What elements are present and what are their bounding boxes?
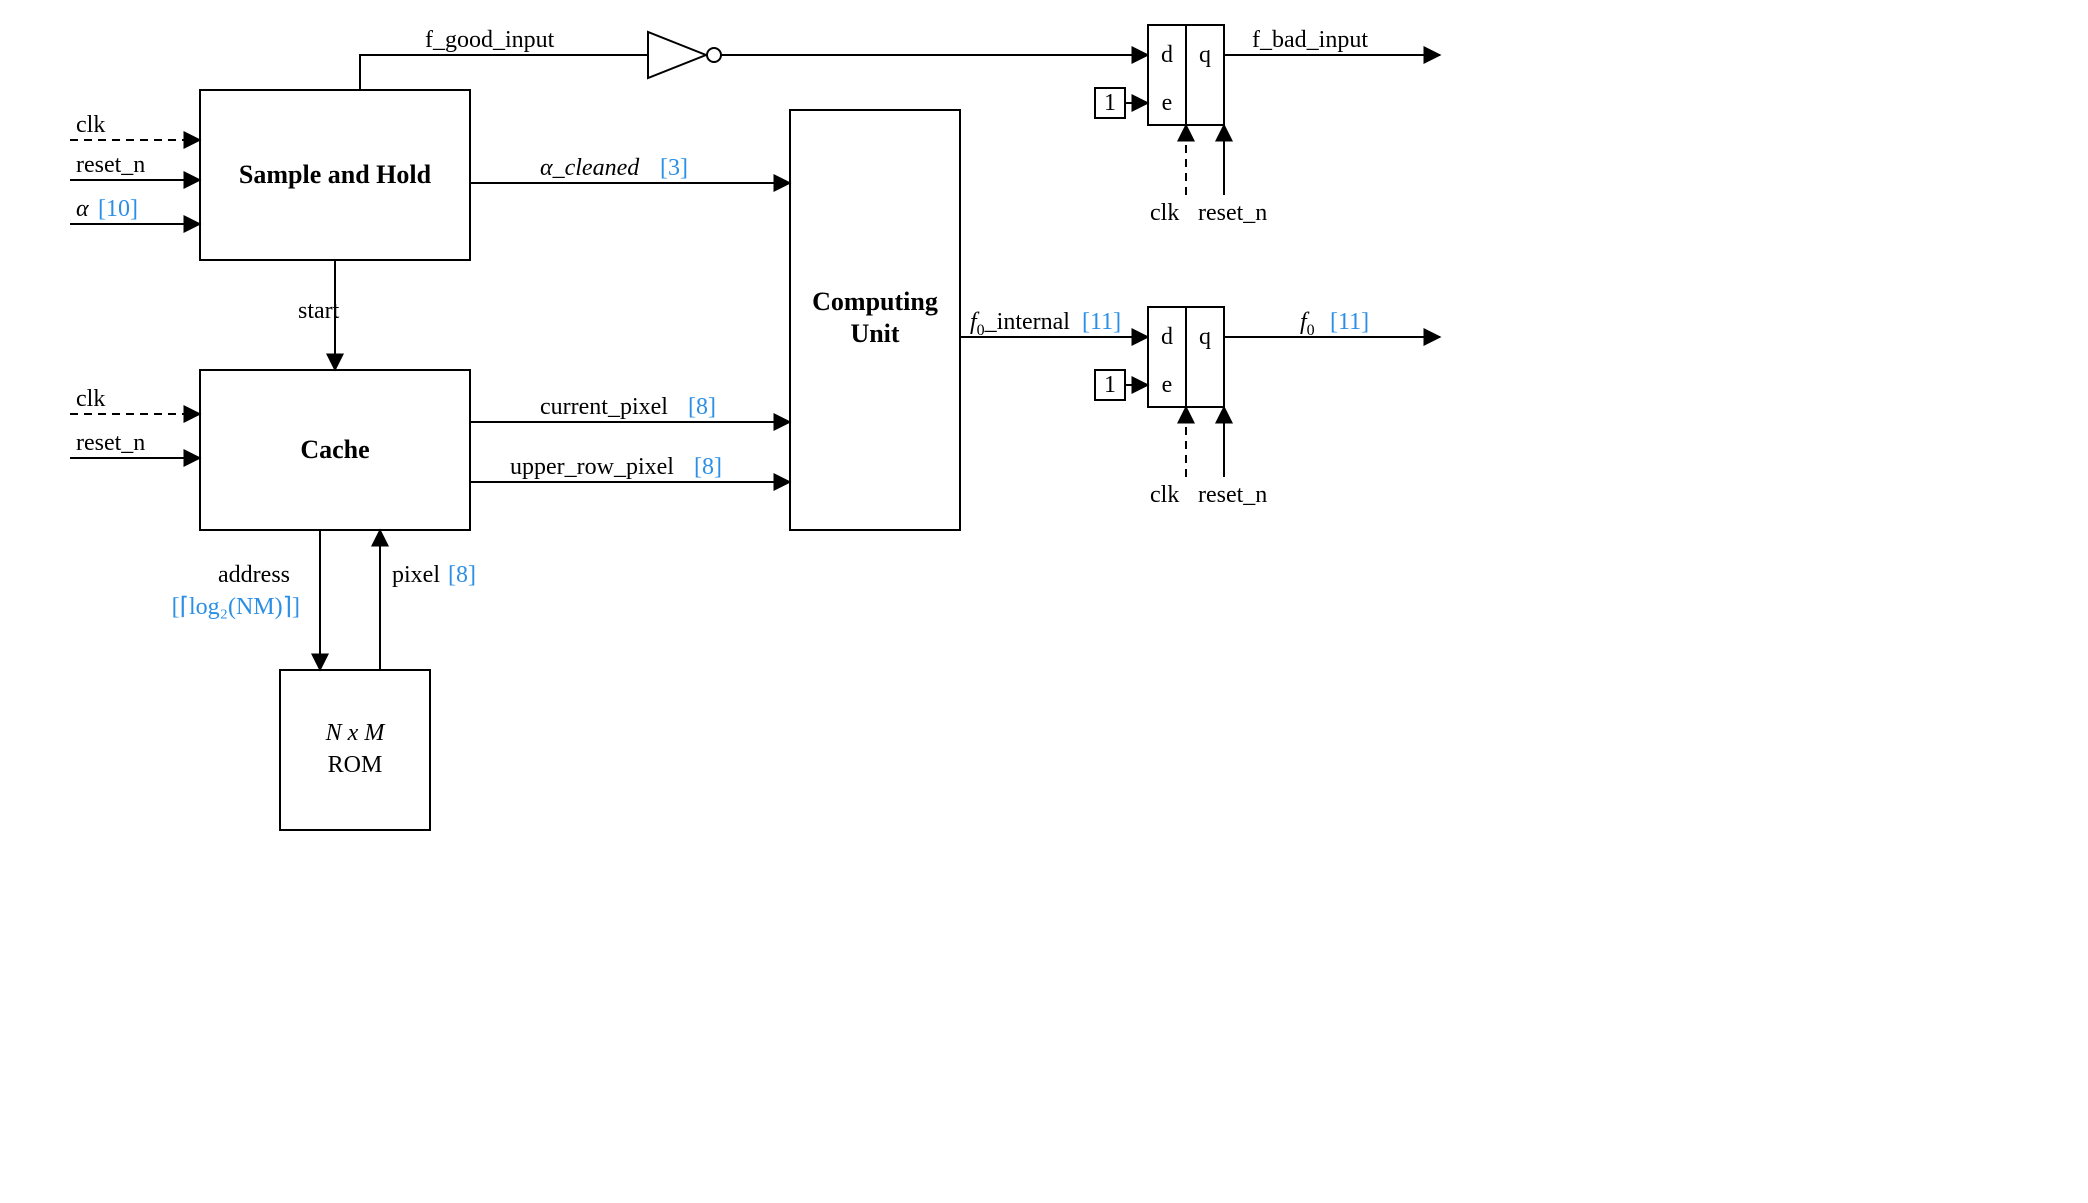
label-clk-cache: clk: [76, 386, 105, 412]
label-clk-sh: clk: [76, 112, 105, 138]
const-one-top-label: 1: [1104, 90, 1116, 116]
label-upper-row-pixel-bw: [8]: [694, 454, 722, 480]
const-one-bot-label: 1: [1104, 372, 1116, 398]
ff-top-q: q: [1199, 42, 1211, 68]
label-current-pixel: current_pixel: [540, 394, 668, 420]
computing-unit-label-1: Computing: [812, 287, 938, 316]
label-resetn-fftop: reset_n: [1198, 200, 1267, 226]
label-start: start: [298, 298, 340, 324]
sample-and-hold-label: Sample and Hold: [239, 160, 432, 189]
label-alpha-bw: [10]: [98, 196, 138, 222]
label-pixel: pixel: [392, 562, 440, 588]
label-resetn-ffbot: reset_n: [1198, 482, 1267, 508]
label-clk-fftop: clk: [1150, 200, 1179, 226]
label-address: address: [218, 562, 290, 588]
label-f0-internal-bw: [11]: [1082, 309, 1121, 335]
ff-bot-e: e: [1162, 372, 1173, 398]
rom-label-1: N x M: [325, 720, 387, 746]
rom-label-2: ROM: [328, 752, 383, 778]
label-alpha-cleaned: α_cleaned: [540, 155, 640, 181]
label-upper-row-pixel: upper_row_pixel: [510, 454, 674, 480]
label-f0: f0: [1300, 309, 1315, 339]
ff-bot-d: d: [1161, 324, 1173, 350]
ff-top-e: e: [1162, 90, 1173, 116]
flipflop-top: d q e: [1148, 25, 1224, 125]
flipflop-bottom: d q e: [1148, 307, 1224, 407]
label-current-pixel-bw: [8]: [688, 394, 716, 420]
label-f0-bw: [11]: [1330, 309, 1369, 335]
not-gate-icon: [648, 32, 721, 78]
computing-unit-label-2: Unit: [850, 319, 899, 348]
label-address-bw: [⌈log₂(NM)⌉]: [172, 594, 300, 620]
label-fgood: f_good_input: [425, 27, 555, 53]
label-alpha: α: [76, 196, 89, 222]
ff-top-d: d: [1161, 42, 1173, 68]
label-resetn-cache: reset_n: [76, 430, 145, 456]
label-alpha-cleaned-bw: [3]: [660, 155, 688, 181]
label-f0-internal: f0_internal: [970, 309, 1070, 339]
label-clk-ffbot: clk: [1150, 482, 1179, 508]
cache-label: Cache: [300, 435, 369, 464]
rom-block: [280, 670, 430, 830]
label-fbad: f_bad_input: [1252, 27, 1368, 53]
wire-fgood-seg1: [360, 55, 648, 90]
ff-bot-q: q: [1199, 324, 1211, 350]
label-resetn-sh: reset_n: [76, 152, 145, 178]
block-diagram: Sample and Hold Cache N x M ROM Computin…: [0, 0, 1500, 870]
label-pixel-bw: [8]: [448, 562, 476, 588]
